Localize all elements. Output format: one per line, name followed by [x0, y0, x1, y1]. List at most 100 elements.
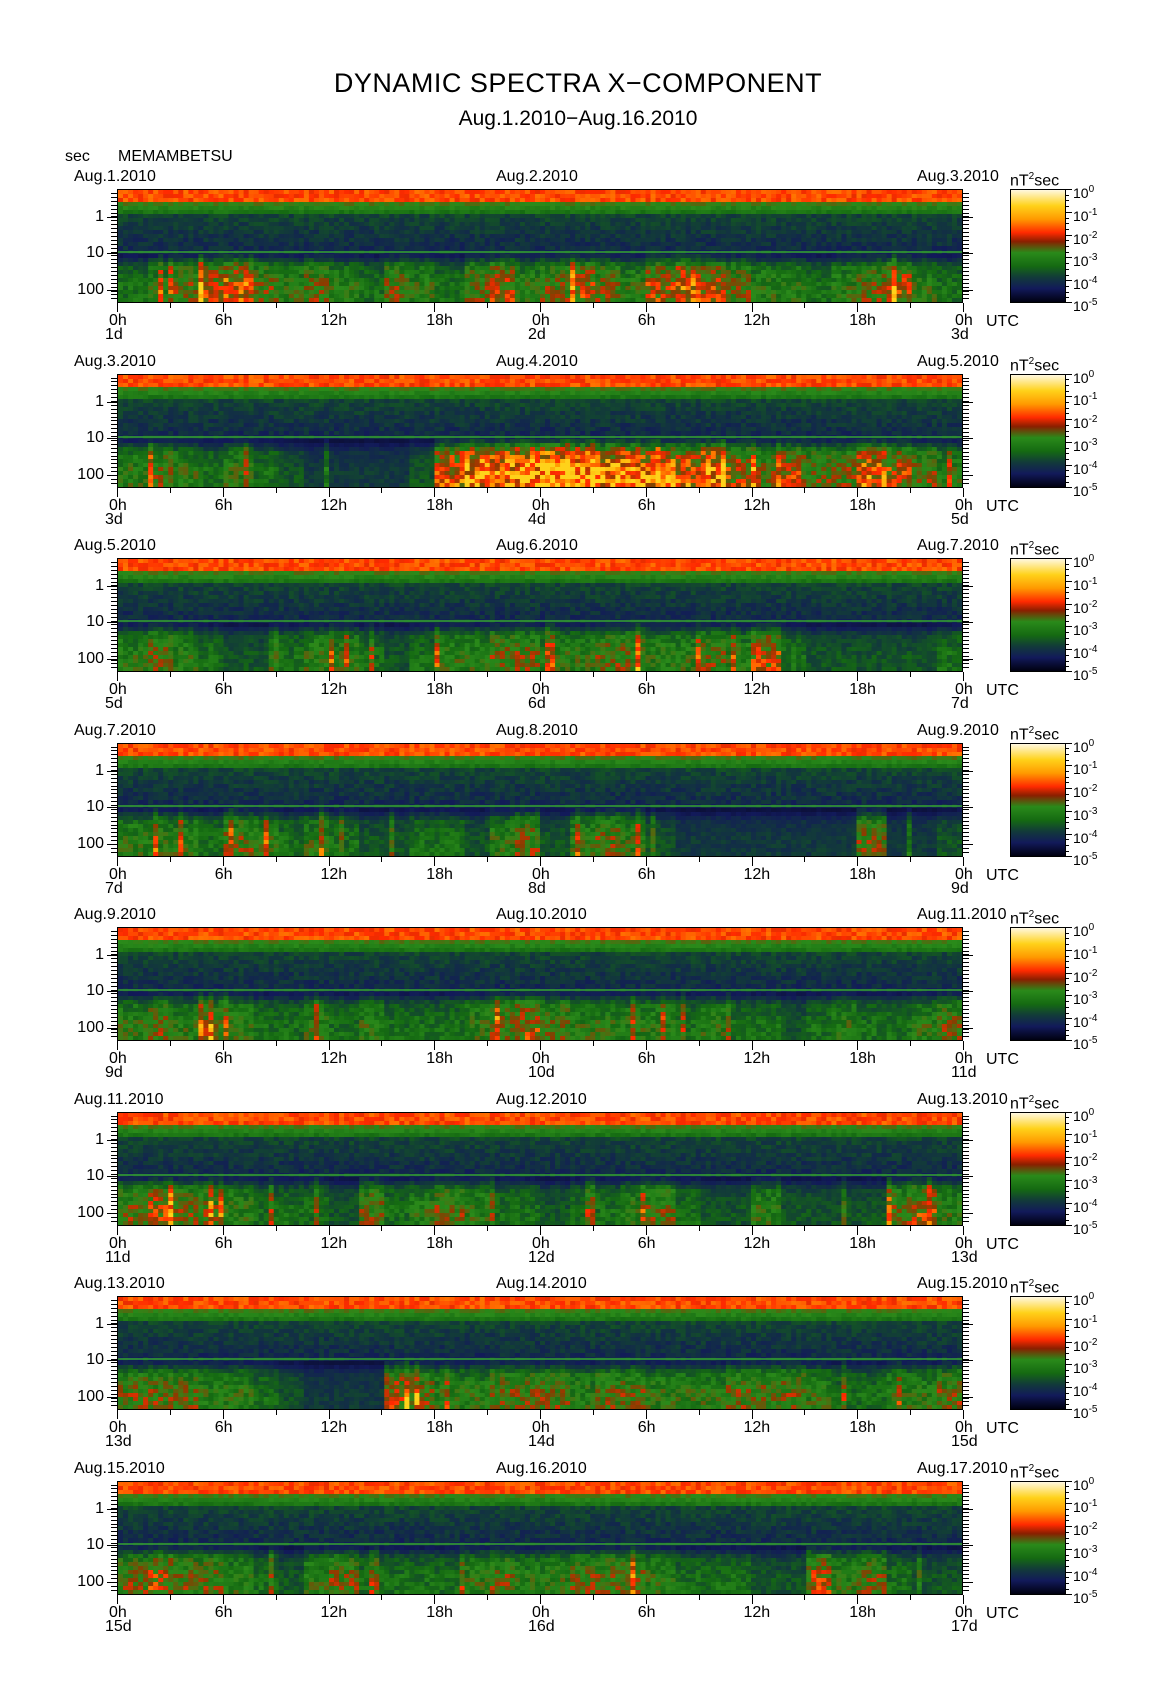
spectrum-cell [771, 246, 777, 251]
spectrum-cell [133, 402, 139, 408]
spectrum-cell [846, 258, 853, 263]
spectrum-cell [595, 282, 601, 287]
spectrum-cell [836, 214, 843, 219]
spectrum-cell [756, 230, 762, 235]
spectrum-cell [313, 190, 320, 195]
spectrum-cell [886, 202, 893, 207]
spectrum-cell [881, 278, 888, 283]
spectrum-cell [469, 254, 476, 259]
spectrum-cell [695, 222, 702, 227]
spectrum-cell [540, 294, 546, 299]
spectrum-cell [429, 210, 436, 215]
spectrum-cell [228, 242, 235, 247]
spectrum-cell [359, 278, 365, 283]
spectrum-cell [479, 262, 486, 267]
spectrum-cell [168, 226, 174, 231]
spectrum-cell [524, 230, 531, 235]
spectrum-cell [540, 246, 546, 251]
spectrum-cell [605, 274, 611, 279]
spectrum-cell [670, 218, 677, 223]
spectrum-cell [434, 254, 441, 259]
spectrum-cell [323, 274, 330, 279]
spectrum-cell [248, 214, 255, 219]
spectrum-cell [946, 278, 953, 283]
spectrum-cell [545, 270, 551, 275]
spectrum-cell [745, 214, 752, 219]
spectrum-cell [710, 210, 717, 215]
spectrum-cell [926, 210, 933, 215]
spectrum-cell [153, 278, 159, 283]
spectrum-cell [464, 214, 471, 219]
spectrum-cell [278, 270, 285, 275]
spectrum-cell [791, 238, 797, 243]
spectrum-cell [605, 194, 611, 199]
spectrum-cell [183, 290, 189, 295]
spectrum-cell [248, 282, 255, 287]
spectrum-cell [745, 262, 752, 267]
colorbar-unit-prefix: nT [1010, 357, 1029, 374]
spectrum-cell [916, 206, 923, 211]
spectrum-cell [871, 238, 878, 243]
spectrum-cell [424, 258, 431, 263]
spectrum-cell [921, 278, 928, 283]
spectrum-cell [193, 234, 199, 239]
spectrum-cell [946, 230, 953, 235]
colorbar-label-exponent: -3 [1089, 252, 1098, 263]
spectrum-cell [409, 198, 415, 203]
spectrum-cell [268, 254, 275, 259]
spectrum-cell [424, 226, 431, 231]
spectrum-cell [555, 282, 561, 287]
spectrum-cell [690, 190, 697, 195]
minor-tick-right [963, 196, 969, 198]
spectrum-cell [298, 262, 305, 267]
spectrum-cell [540, 262, 546, 267]
spectrum-cell [118, 198, 124, 203]
spectrum-cell [158, 274, 164, 279]
spectrum-cell [615, 262, 621, 267]
spectrum-cell [826, 294, 832, 299]
spectrum-cell [766, 274, 772, 279]
spectrum-cell [128, 234, 134, 239]
spectrum-cell [866, 226, 873, 231]
spectrum-cell [565, 230, 571, 235]
spectrum-cell [650, 242, 657, 247]
spectrum-cell [871, 270, 878, 275]
spectrum-cell [801, 258, 807, 263]
spectrum-cell [831, 258, 837, 263]
spectrum-cell [133, 226, 139, 231]
spectrum-cell [735, 246, 742, 251]
spectrum-cell [419, 230, 426, 235]
spectrum-cell [123, 398, 129, 404]
spectrum-cell [143, 234, 149, 239]
spectrum-cell [911, 254, 918, 259]
spectrum-cell [600, 210, 606, 215]
x-tick-label: 0h [955, 313, 973, 329]
spectrum-cell [183, 210, 189, 215]
spectrum-cell [138, 254, 144, 259]
spectrum-cell [138, 226, 144, 231]
spectrum-cell [499, 210, 506, 215]
spectrum-cell [811, 270, 817, 275]
spectrum-cell [288, 274, 295, 279]
spectrum-cell [323, 266, 330, 271]
spectrum-cell [509, 294, 516, 299]
spectrum-cell [474, 290, 481, 295]
spectrum-cell [183, 286, 189, 291]
spectrum-cell [856, 246, 863, 251]
spectrum-cell [936, 210, 943, 215]
spectrum-cell [841, 206, 848, 211]
spectrum-cell [133, 474, 139, 480]
spectrum-cell [705, 290, 712, 295]
spectrum-cell [660, 230, 667, 235]
spectrum-cell [916, 234, 923, 239]
spectrum-cell [213, 230, 220, 235]
spectrum-cell [409, 210, 415, 215]
spectrum-cell [826, 282, 832, 287]
spectrum-cell [896, 214, 903, 219]
spectrum-cell [479, 230, 486, 235]
spectrum-cell [751, 202, 757, 207]
spectrum-cell [183, 258, 189, 263]
spectrum-cell [921, 230, 928, 235]
spectrum-cell [846, 274, 853, 279]
spectrum-cell [700, 242, 707, 247]
